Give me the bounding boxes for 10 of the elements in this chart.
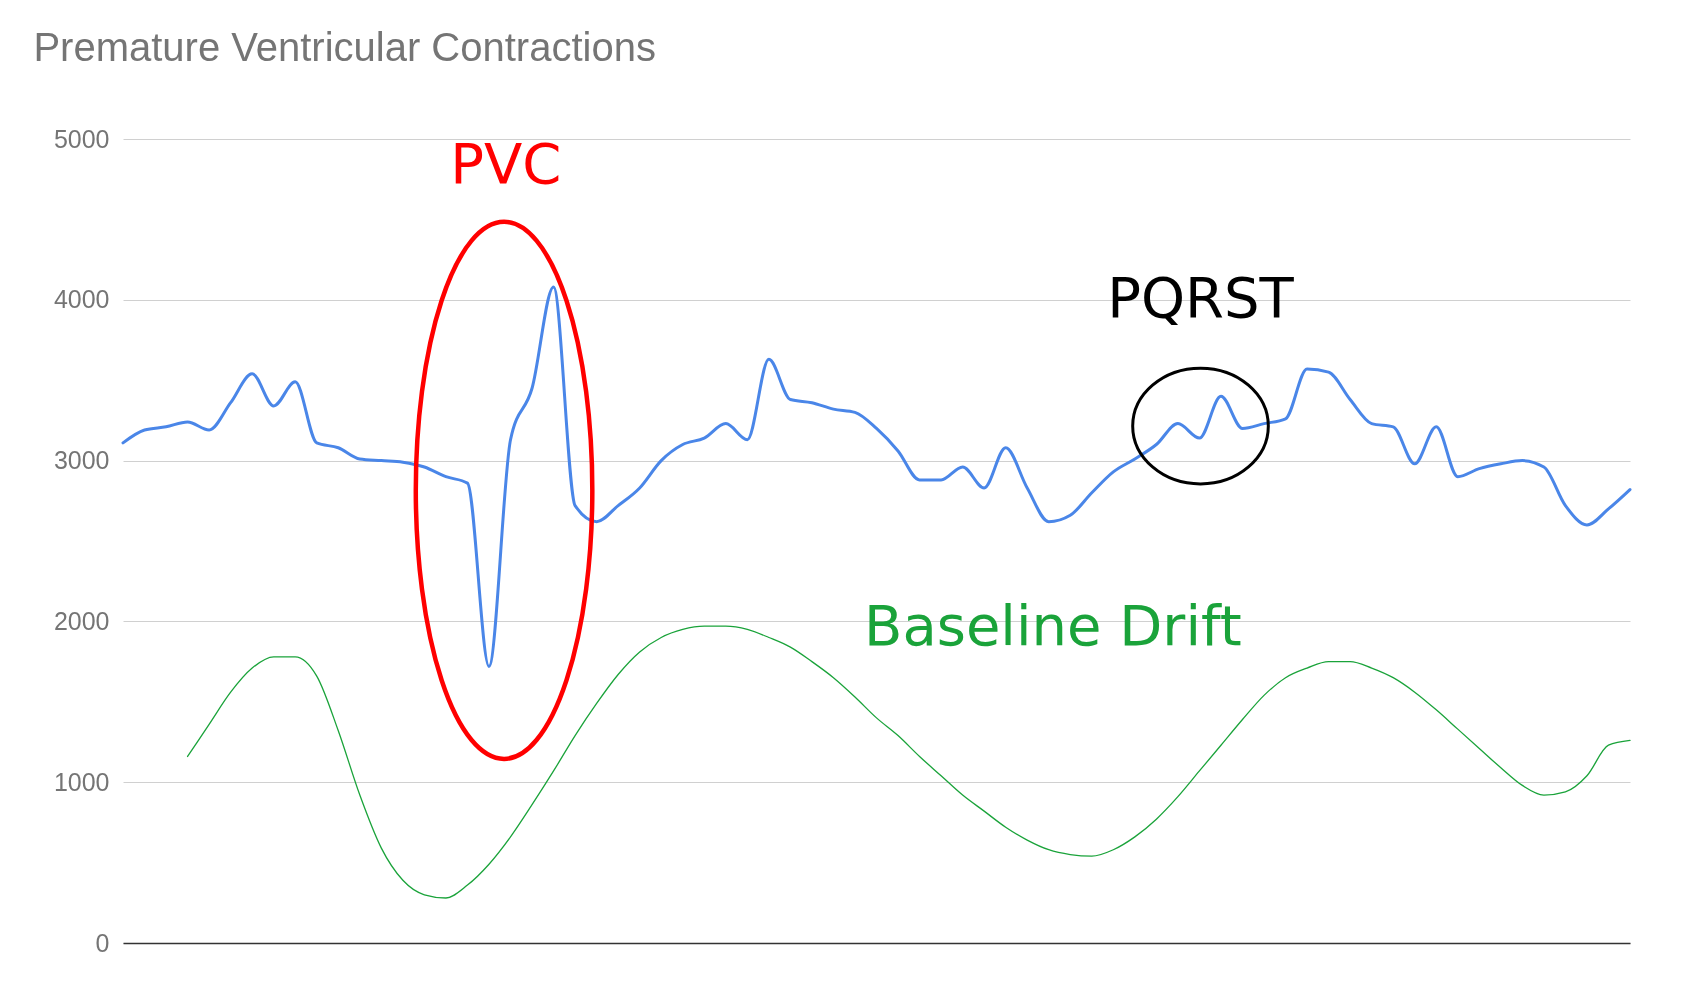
y-tick-label: 2000	[53, 606, 110, 635]
y-tick-label: 1000	[53, 767, 110, 796]
y-tick-label: 3000	[53, 446, 110, 475]
annotation: PVC	[450, 131, 562, 197]
y-tick-label: 4000	[53, 285, 110, 314]
annotation: Baseline Drift	[864, 592, 1242, 658]
annotation: PQRST	[1107, 264, 1295, 330]
y-tick-label: 5000	[53, 124, 110, 153]
y-tick-label: 0	[95, 928, 110, 957]
chart-title: Premature Ventricular Contractions	[33, 25, 656, 69]
